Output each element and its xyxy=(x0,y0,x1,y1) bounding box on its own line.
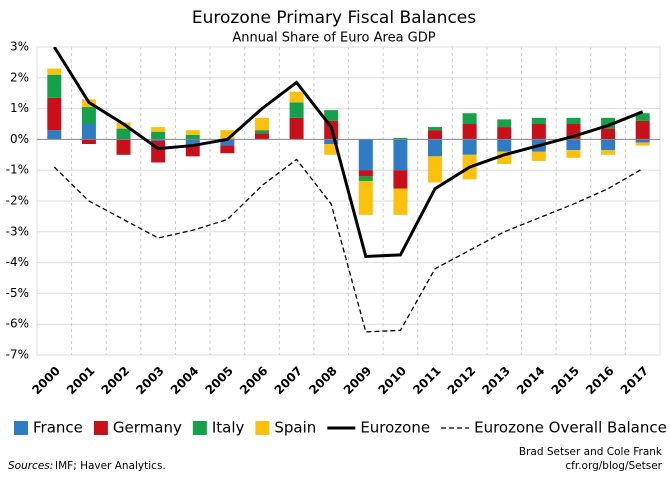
legend-swatch xyxy=(93,421,108,435)
bar xyxy=(497,127,512,140)
bar xyxy=(289,117,304,140)
bar xyxy=(462,113,477,124)
bar xyxy=(393,137,408,140)
bar xyxy=(47,130,62,140)
bar xyxy=(151,131,166,140)
bar xyxy=(601,139,616,151)
legend-label: Eurozone xyxy=(360,419,430,437)
bar xyxy=(428,127,443,131)
bar xyxy=(47,97,62,131)
bar xyxy=(462,139,477,155)
bar xyxy=(531,117,546,124)
bar xyxy=(601,128,616,140)
bar xyxy=(324,110,339,121)
legend-label: Italy xyxy=(212,419,245,437)
bar xyxy=(393,139,408,171)
bar xyxy=(47,68,62,75)
bar xyxy=(635,120,650,140)
bar xyxy=(428,139,443,157)
bar xyxy=(462,124,477,140)
bar xyxy=(635,142,650,146)
bar xyxy=(531,124,546,140)
bar xyxy=(116,128,131,140)
bar xyxy=(393,188,408,215)
bar xyxy=(358,176,373,181)
bar xyxy=(497,119,512,128)
y-tick-label: -7% xyxy=(6,348,29,362)
y-tick-label: 1% xyxy=(10,101,29,115)
y-tick-label: 3% xyxy=(10,40,29,54)
line xyxy=(53,158,644,333)
bar xyxy=(393,170,408,189)
bar xyxy=(289,102,304,118)
legend-swatch xyxy=(192,421,207,435)
bar xyxy=(220,139,235,146)
y-tick-label: -1% xyxy=(6,163,29,177)
bar xyxy=(566,117,581,124)
bar xyxy=(566,139,581,151)
bar xyxy=(358,180,373,215)
bar xyxy=(220,145,235,154)
bar xyxy=(601,117,616,129)
chart-title: Eurozone Primary Fiscal Balances xyxy=(192,8,476,28)
bar xyxy=(324,139,339,145)
y-tick-label: -2% xyxy=(6,194,29,208)
bar xyxy=(358,170,373,177)
legend-label: Spain xyxy=(274,419,316,437)
y-tick-label: 0% xyxy=(10,132,29,146)
y-tick-label: 2% xyxy=(10,70,29,84)
legend-swatch xyxy=(255,421,270,435)
bar xyxy=(497,139,512,152)
y-tick-label: -6% xyxy=(6,317,29,331)
bar xyxy=(81,139,96,145)
bar xyxy=(358,139,373,171)
bar xyxy=(566,150,581,158)
bar xyxy=(254,117,269,131)
bar xyxy=(635,139,650,143)
bar xyxy=(254,133,269,140)
legend-label: France xyxy=(33,419,83,437)
bar xyxy=(220,130,235,140)
bar xyxy=(151,127,166,132)
y-tick-label: -3% xyxy=(6,224,29,238)
credit: cfr.org/blog/Setser xyxy=(565,460,662,472)
sources: IMF; Haver Analytics. xyxy=(55,460,166,472)
bar xyxy=(151,139,166,141)
bar xyxy=(601,150,616,155)
bar xyxy=(428,130,443,140)
y-tick-label: -4% xyxy=(6,255,29,269)
legend-label: Eurozone Overall Balance xyxy=(474,419,667,437)
bar xyxy=(185,130,200,135)
bar xyxy=(254,130,269,134)
bar xyxy=(324,144,339,155)
bar xyxy=(116,139,131,155)
credit: Brad Setser and Cole Frank xyxy=(519,446,663,458)
bar xyxy=(47,74,62,98)
bar xyxy=(428,156,443,183)
y-tick-label: -5% xyxy=(6,286,29,300)
bar xyxy=(185,134,200,140)
bar xyxy=(81,124,96,140)
bar xyxy=(531,151,546,161)
sources-label: Sources: xyxy=(8,460,53,472)
line xyxy=(53,47,644,258)
bar xyxy=(185,145,200,157)
legend-swatch xyxy=(14,421,28,435)
bar xyxy=(635,113,650,121)
bar xyxy=(81,107,96,124)
bar xyxy=(289,91,304,103)
chart-subtitle: Annual Share of Euro Area GDP xyxy=(232,31,435,46)
legend-label: Germany xyxy=(113,419,182,437)
bar xyxy=(185,139,200,146)
